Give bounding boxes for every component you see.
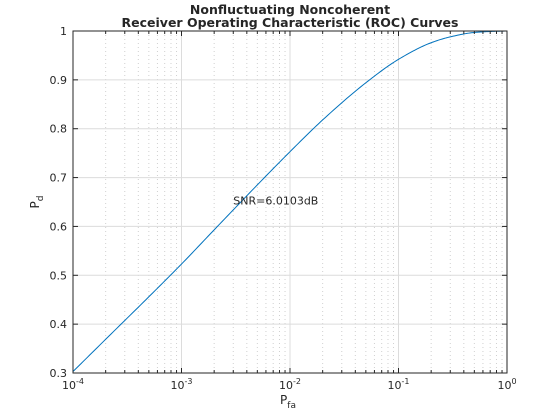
- x-tick-label-base: 10: [62, 379, 76, 392]
- x-tick-label-exponent: -3: [185, 377, 193, 386]
- y-tick-label: 0.6: [50, 220, 68, 233]
- minor-grid: [105, 31, 503, 373]
- x-tick-label-base: 10: [279, 379, 293, 392]
- x-tick-label-exponent: -2: [293, 377, 301, 386]
- y-tick-label: 0.7: [50, 172, 68, 185]
- y-axis-label: Pd: [28, 196, 46, 209]
- x-tick-label-base: 10: [497, 379, 511, 392]
- x-axis-label-sub: fa: [287, 401, 296, 411]
- y-tick-label: 0.9: [50, 74, 68, 87]
- y-tick-label: 0.4: [50, 318, 68, 331]
- ticks-layer: [72, 30, 508, 374]
- snr-annotation: SNR=6.0103dB: [233, 194, 318, 207]
- chart-title-line-2: Receiver Operating Characteristic (ROC) …: [122, 15, 459, 30]
- y-tick-label: 0.5: [50, 269, 68, 282]
- y-axis-label-sub: d: [36, 196, 46, 202]
- x-axis-label: Pfa: [280, 393, 296, 411]
- x-tick-label-base: 10: [388, 379, 402, 392]
- x-tick-label-exponent: 0: [511, 377, 516, 386]
- roc-curve: [72, 30, 508, 372]
- y-tick-label: 1: [60, 25, 67, 38]
- y-tick-label: 0.8: [50, 123, 68, 136]
- x-axis-label-base: P: [280, 393, 287, 407]
- series-layer: [72, 30, 508, 372]
- x-tick-label: 10-4: [62, 377, 84, 392]
- x-tick-labels: 10-4 10-3 10-2 10-1 100: [62, 377, 517, 392]
- chart-title-line-1: Nonfluctuating Noncoherent: [190, 2, 390, 17]
- x-tick-label-base: 10: [171, 379, 185, 392]
- x-tick-label: 10-2: [279, 377, 301, 392]
- y-tick-labels: 0.3 0.4 0.5 0.6 0.7 0.8 0.9 1: [50, 25, 68, 380]
- x-tick-label: 100: [497, 377, 516, 392]
- y-tick-label: 0.3: [50, 367, 68, 380]
- x-tick-label: 10-1: [388, 377, 410, 392]
- x-tick-label-exponent: -4: [76, 377, 84, 386]
- x-tick-label: 10-3: [171, 377, 193, 392]
- x-tick-label-exponent: -1: [402, 377, 410, 386]
- y-axis-label-base: P: [28, 201, 42, 208]
